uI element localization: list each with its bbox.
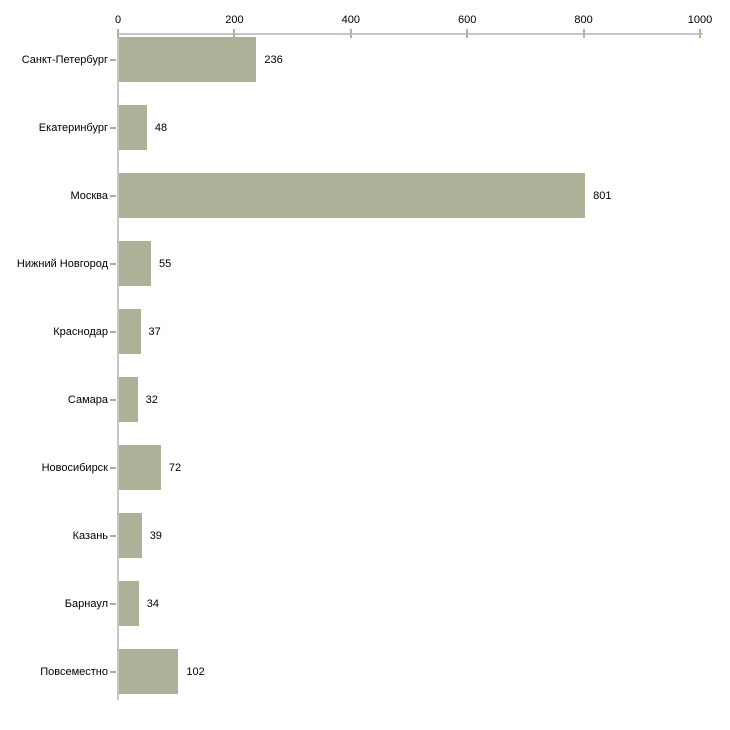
value-label: 37 [148, 325, 161, 338]
x-axis-tick [349, 29, 352, 38]
x-axis-tick-label: 600 [458, 14, 477, 26]
y-axis-tick [110, 262, 116, 265]
x-axis-tick [582, 29, 585, 38]
category-label: Краснодар [53, 325, 108, 338]
x-axis-tick [466, 29, 469, 38]
y-axis-tick [110, 398, 116, 401]
x-axis-line [118, 33, 703, 35]
y-axis-line [117, 33, 119, 700]
category-label: Барнаул [64, 597, 108, 610]
bar [119, 105, 147, 150]
bar [119, 377, 138, 422]
category-label: Екатеринбург [38, 121, 108, 134]
category-label: Санкт-Петербург [21, 53, 108, 66]
bar [119, 649, 179, 694]
category-label: Нижний Новгород [16, 257, 108, 270]
category-label: Казань [72, 529, 108, 542]
y-axis-tick [110, 466, 116, 469]
value-label: 72 [168, 461, 182, 474]
value-label: 55 [159, 257, 172, 270]
x-axis-tick-label: 200 [225, 14, 244, 26]
x-axis-tick [117, 29, 119, 38]
value-label: 34 [146, 597, 160, 610]
bar [119, 309, 141, 354]
value-label: 48 [154, 121, 168, 134]
x-axis-tick [233, 29, 236, 38]
x-axis-tick-label: 400 [341, 14, 360, 26]
y-axis-tick [110, 194, 116, 197]
category-label: Самара [67, 393, 108, 406]
category-label: Москва [70, 189, 108, 202]
bar [119, 173, 586, 218]
value-label: 39 [149, 529, 162, 542]
bar [119, 445, 161, 490]
x-axis-tick-label: 1000 [687, 14, 713, 26]
value-label: 32 [145, 393, 158, 406]
value-label: 801 [593, 189, 612, 202]
y-axis-tick [110, 330, 116, 333]
bar [119, 513, 142, 558]
category-label: Повсеместно [40, 665, 108, 678]
y-axis-tick [110, 534, 116, 537]
x-axis-tick-label: 0 [114, 14, 122, 26]
value-label: 236 [264, 53, 283, 66]
category-label: Новосибирск [41, 461, 108, 474]
x-axis-tick [699, 29, 701, 38]
y-axis-tick [110, 126, 116, 129]
bar [119, 581, 139, 626]
y-axis-tick [110, 58, 116, 61]
y-axis-tick [110, 602, 116, 605]
y-axis-tick [110, 670, 116, 673]
bar [119, 241, 151, 286]
value-label: 102 [186, 665, 205, 678]
bar [119, 37, 257, 82]
x-axis-tick-label: 800 [574, 14, 593, 26]
